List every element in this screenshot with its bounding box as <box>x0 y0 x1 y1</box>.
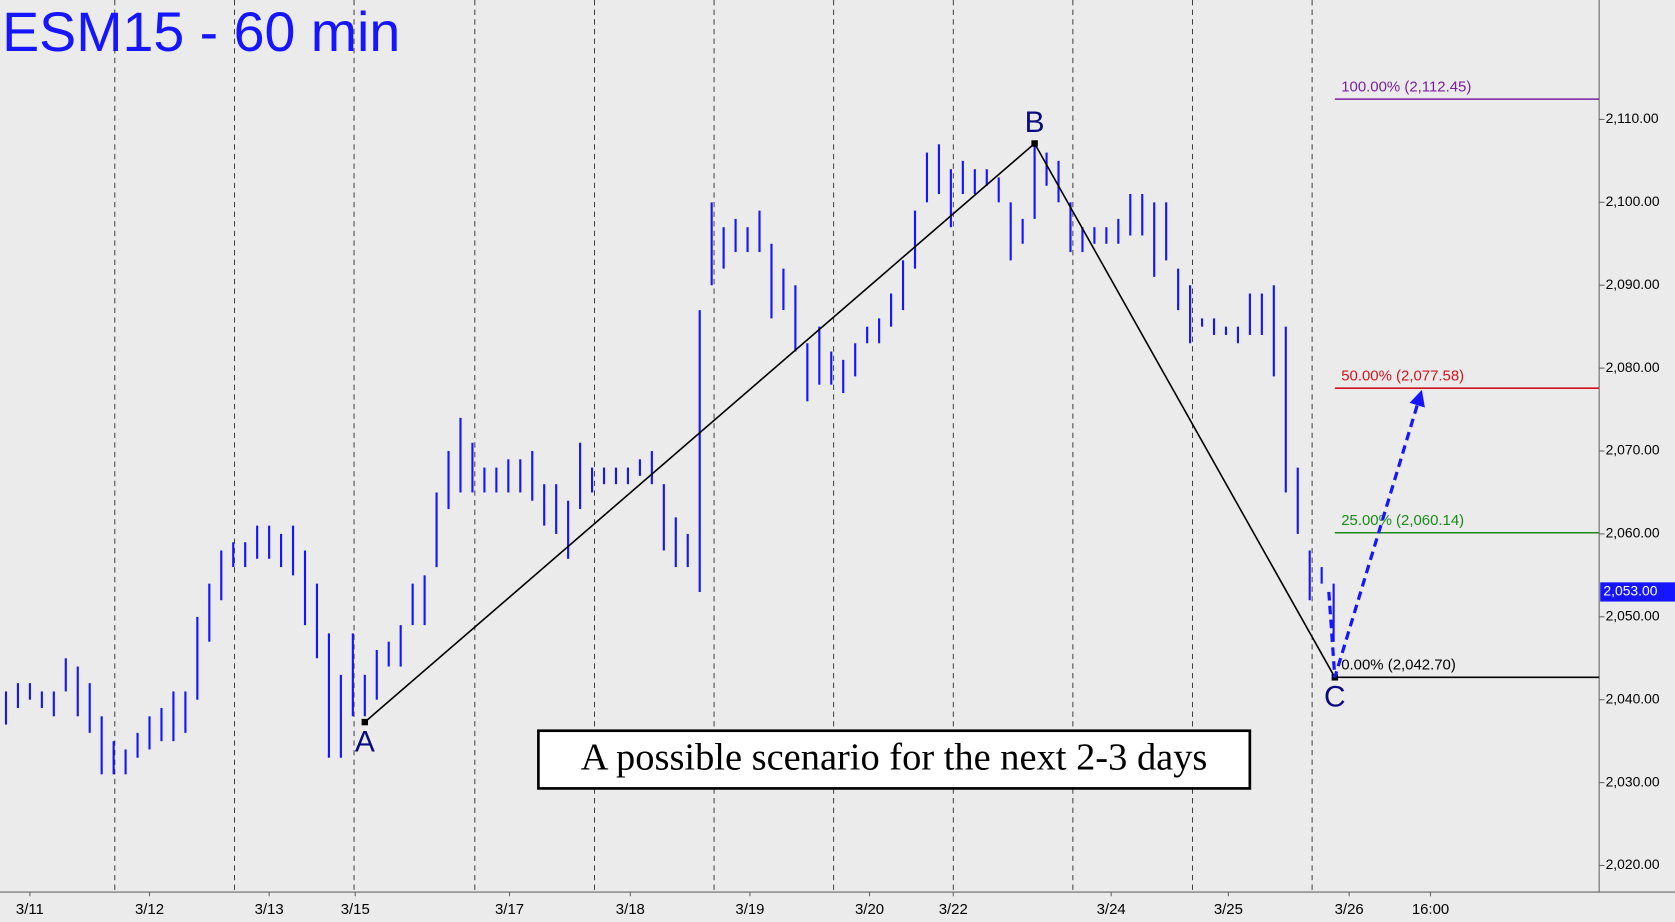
x-tick-label: 3/24 <box>1097 901 1126 918</box>
y-tick-label: 2,040.00 <box>1606 690 1660 706</box>
x-tick-label: 16:00 <box>1412 901 1449 918</box>
x-tick-label: 3/19 <box>735 901 764 918</box>
wave-point <box>361 718 369 726</box>
annotation-box <box>537 729 1252 790</box>
x-tick-label: 3/15 <box>341 901 370 918</box>
x-tick-label: 3/12 <box>135 901 164 918</box>
x-tick-label: 3/17 <box>495 901 524 918</box>
x-tick-label: 3/20 <box>855 901 884 918</box>
wave-label: B <box>1025 106 1045 139</box>
x-tick-label: 3/11 <box>16 901 44 918</box>
y-tick-label: 2,090.00 <box>1606 276 1660 292</box>
annotation: A possible scenario for the next 2-3 day… <box>581 736 1208 778</box>
y-tick-label: 2,050.00 <box>1606 607 1660 623</box>
y-tick-label: 2,100.00 <box>1606 193 1660 209</box>
chart-title: ESM15 - 60 min <box>2 1 400 63</box>
y-tick-label: 2,020.00 <box>1606 856 1660 872</box>
wave-label: A <box>355 725 375 758</box>
fib-label: 50.00% (2,077.58) <box>1341 367 1464 384</box>
x-tick-label: 3/13 <box>255 901 284 918</box>
y-tick-label: 2,030.00 <box>1606 773 1660 789</box>
fib-label: 25.00% (2,060.14) <box>1341 512 1464 529</box>
x-tick-label: 3/25 <box>1214 901 1243 918</box>
y-tick-label: 2,110.00 <box>1606 110 1659 126</box>
y-tick-label: 2,060.00 <box>1606 525 1660 541</box>
y-tick-label: 2,070.00 <box>1606 442 1660 458</box>
y-tick-label: 2,080.00 <box>1606 359 1660 375</box>
wave-point <box>1031 140 1038 147</box>
fib-label: 0.00% (2,042.70) <box>1341 657 1456 674</box>
x-tick-label: 3/26 <box>1335 901 1364 918</box>
x-tick-label: 3/22 <box>939 901 968 918</box>
last-price-label: 2,053.00 <box>1603 583 1657 599</box>
x-tick-label: 3/18 <box>616 901 645 918</box>
fib-label: 100.00% (2,112.45) <box>1341 78 1471 95</box>
last-price-box <box>1600 582 1675 602</box>
projection <box>1327 389 1425 678</box>
plot <box>4 0 1335 893</box>
wave-label: C <box>1324 681 1346 714</box>
